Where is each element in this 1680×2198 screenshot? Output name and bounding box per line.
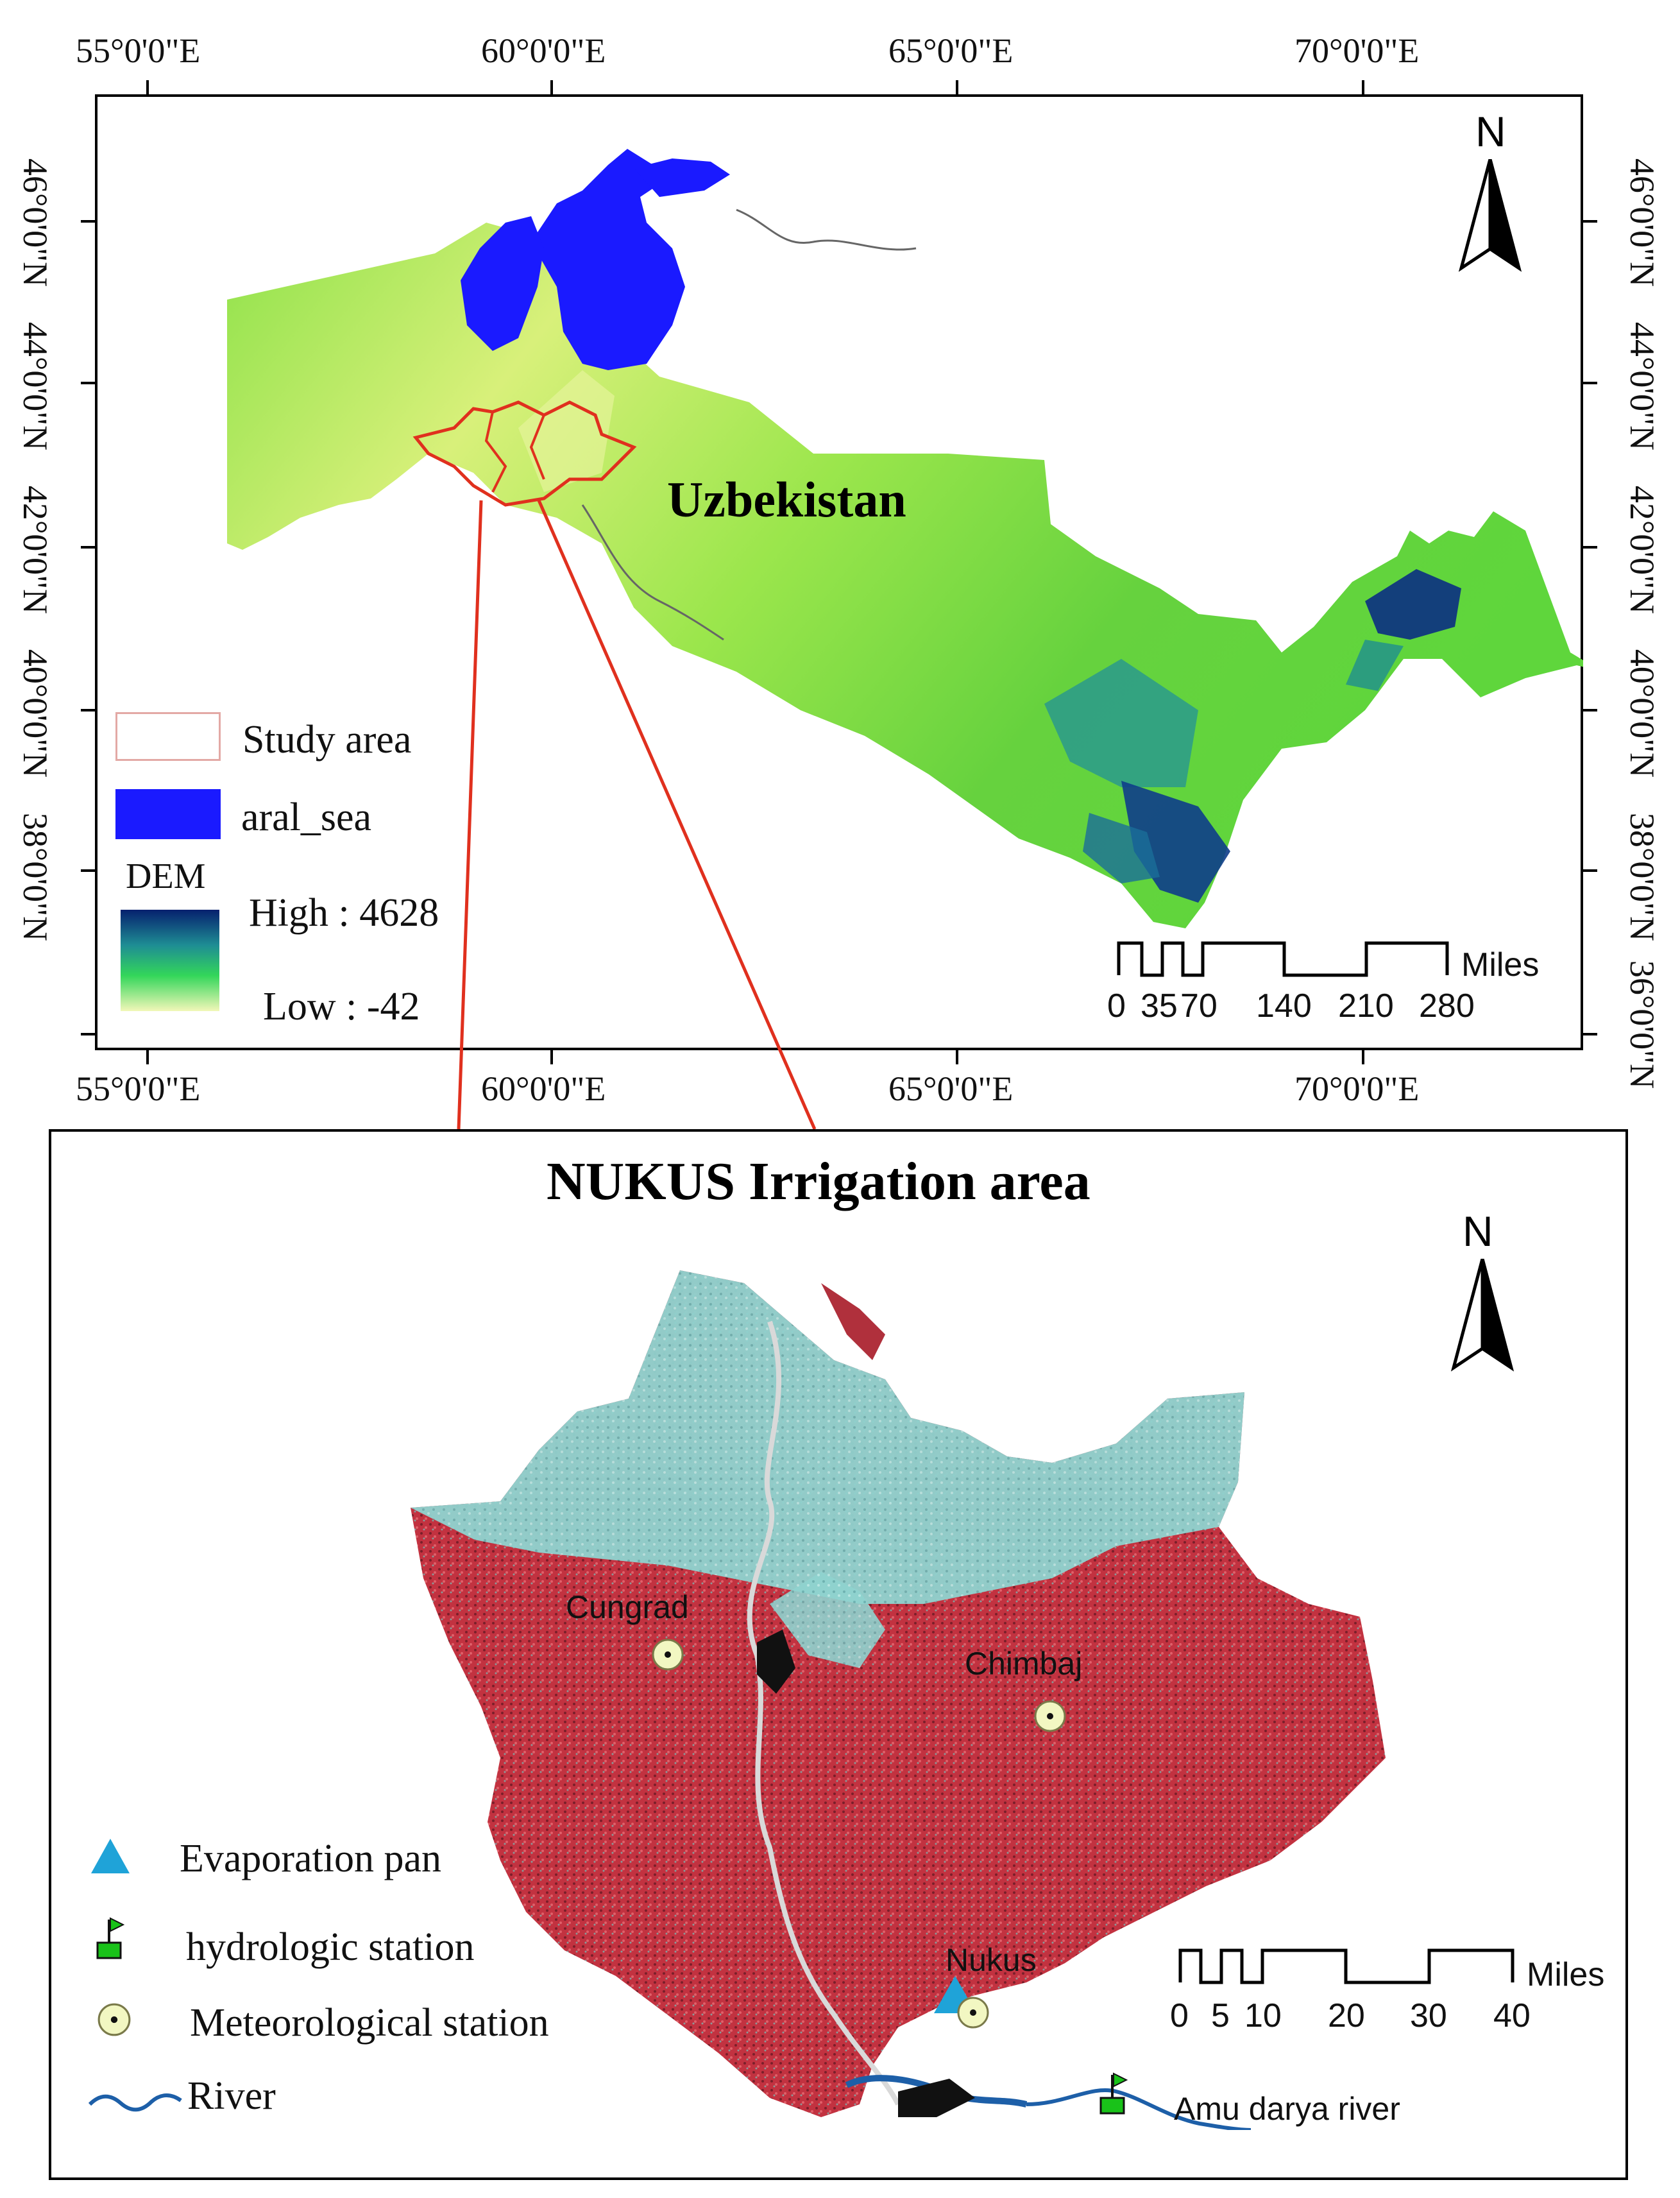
hydrologic-station-icon — [1099, 2072, 1128, 2115]
north-arrow-icon-bottom — [1450, 1259, 1515, 1372]
lon-tick-bottom-55: 55°0'0"E — [76, 1069, 201, 1108]
scale-top-tick-280: 280 — [1419, 987, 1475, 1025]
legend-label-aral-sea: aral_sea — [241, 796, 372, 839]
scale-top-tick-140: 140 — [1256, 987, 1312, 1025]
lon-tick-top-65: 65°0'0"E — [888, 31, 1014, 70]
north-label-top: N — [1475, 108, 1506, 155]
meteorological-station-icon-cungrad — [652, 1639, 684, 1671]
legend-swatch-aral-sea — [115, 789, 221, 839]
legend-label-river: River — [187, 2074, 276, 2118]
scale-bar-top — [1117, 941, 1449, 977]
uzbekistan-dem-map — [227, 149, 1583, 928]
nukus-satellite-map — [411, 1270, 1386, 2130]
country-polygon — [227, 223, 1583, 928]
place-label-amu-darya: Amu darya river — [1174, 2091, 1400, 2127]
scale-top-tick-70: 70 — [1180, 987, 1218, 1025]
zoom-connector-lines — [457, 499, 817, 1130]
aral-sea — [461, 149, 730, 370]
river-line-north — [736, 209, 917, 251]
scale-top-tick-35: 35 — [1141, 987, 1178, 1025]
scale-bottom-unit: Miles — [1527, 1956, 1605, 1993]
scale-bottom-tick-40: 40 — [1493, 1997, 1531, 2034]
legend-label-meteorological-station: Meteorological station — [190, 2001, 549, 2045]
scale-bar-bottom — [1178, 1948, 1515, 1984]
scale-bottom-tick-30: 30 — [1410, 1997, 1447, 2034]
north-label-bottom: N — [1463, 1207, 1493, 1255]
place-label-nukus: Nukus — [946, 1942, 1037, 1978]
meteorological-station-icon-chimbaj — [1034, 1700, 1066, 1732]
bottom-map-title: NUKUS Irrigation area — [547, 1152, 1090, 1211]
lon-tick-bottom-60: 60°0'0"E — [481, 1069, 606, 1108]
lon-tick-top-55: 55°0'0"E — [76, 31, 201, 70]
scale-top-tick-0: 0 — [1107, 987, 1126, 1025]
top-map-frame — [95, 94, 1583, 1050]
legend-hydrologic-station-icon — [96, 1917, 125, 1959]
legend-dem-low: Low : -42 — [263, 985, 420, 1028]
place-label-cungrad: Cungrad — [566, 1589, 689, 1625]
dem-color-ramp — [121, 910, 219, 1011]
lon-tick-top-70: 70°0'0"E — [1294, 31, 1420, 70]
legend-dem-title: DEM — [126, 856, 206, 896]
river-line-amu — [581, 504, 724, 641]
scale-bottom-tick-10: 10 — [1244, 1997, 1282, 2034]
lon-tick-bottom-65: 65°0'0"E — [888, 1069, 1014, 1108]
lon-tick-top-60: 60°0'0"E — [481, 31, 606, 70]
legend-swatch-study-area — [115, 712, 221, 761]
scale-bottom-tick-0: 0 — [1170, 1997, 1189, 2034]
study-area-outline — [412, 400, 637, 507]
legend-river-icon — [88, 2093, 182, 2112]
scale-top-unit: Miles — [1461, 946, 1540, 984]
place-label-chimbaj: Chimbaj — [965, 1646, 1083, 1682]
graticule-tick-marks — [81, 80, 1597, 1064]
legend-label-evaporation-pan: Evaporation pan — [180, 1837, 442, 1880]
legend-dem-high: High : 4628 — [249, 891, 439, 935]
bottom-map-frame — [49, 1129, 1628, 2180]
legend-label-study-area: Study area — [242, 718, 412, 762]
legend-evaporation-pan-icon — [91, 1839, 130, 1873]
legend-label-hydrologic-station: hydrologic station — [186, 1925, 475, 1969]
scale-bottom-tick-20: 20 — [1328, 1997, 1365, 2034]
scale-bottom-tick-5: 5 — [1211, 1997, 1230, 2034]
country-label: Uzbekistan — [667, 472, 906, 527]
scale-top-tick-210: 210 — [1338, 987, 1394, 1025]
north-arrow-icon — [1458, 159, 1522, 272]
lon-tick-bottom-70: 70°0'0"E — [1294, 1069, 1420, 1108]
meteorological-station-icon-nukus — [957, 1997, 989, 2029]
legend-meteorological-station-icon — [98, 2003, 131, 2036]
